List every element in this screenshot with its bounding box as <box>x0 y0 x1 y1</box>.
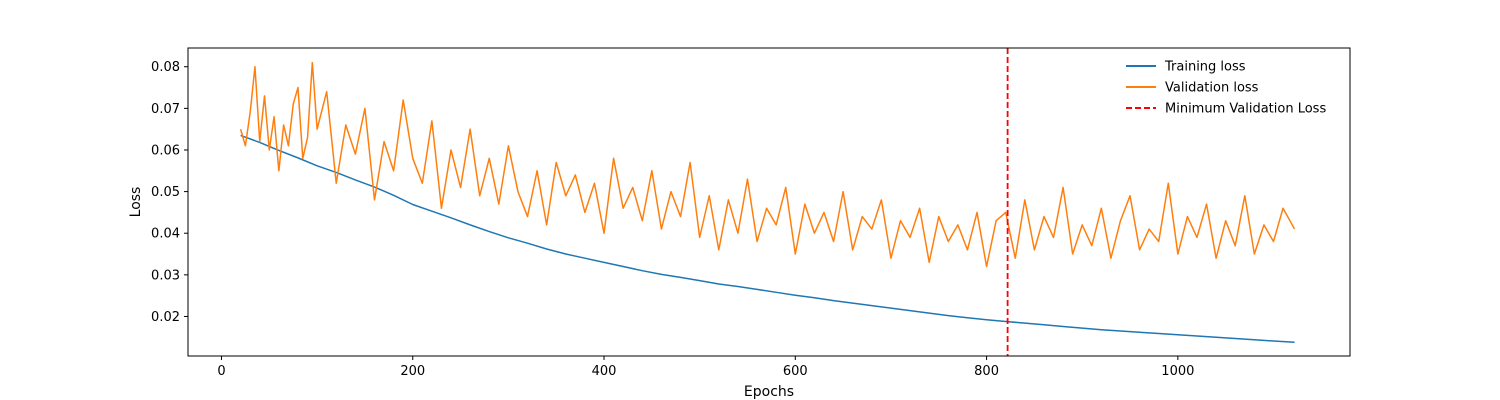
y-axis-ticks: 0.02 0.03 0.04 0.05 0.06 0.07 0.08 <box>151 60 188 325</box>
x-tick-label: 1000 <box>1161 364 1194 379</box>
y-tick-label: 0.02 <box>151 310 180 325</box>
legend: Training loss Validation loss Minimum Vali… <box>1126 60 1326 117</box>
x-axis-ticks: 0 200 400 600 800 1000 <box>217 356 1194 379</box>
series-line-validation-loss <box>239 61 1296 268</box>
x-tick-label: 800 <box>974 364 999 379</box>
y-tick-label: 0.06 <box>151 143 180 158</box>
y-tick-label: 0.05 <box>151 185 180 200</box>
plot-area <box>187 47 1351 357</box>
x-tick-label: 400 <box>592 364 617 379</box>
legend-label: Validation loss <box>1165 81 1259 96</box>
y-tick-label: 0.03 <box>151 268 180 283</box>
plot-frame <box>187 47 1351 357</box>
y-tick-label: 0.07 <box>151 102 180 117</box>
series-layer <box>239 61 1296 344</box>
series-line-training-loss <box>240 134 1295 344</box>
x-tick-label: 200 <box>400 364 425 379</box>
legend-label: Training loss <box>1164 60 1246 75</box>
x-tick-label: 0 <box>217 364 225 379</box>
y-tick-label: 0.08 <box>151 60 180 75</box>
x-tick-label: 600 <box>783 364 808 379</box>
legend-label: Minimum Validation Loss <box>1165 102 1326 117</box>
x-axis-label: Epochs <box>744 384 794 400</box>
y-tick-label: 0.04 <box>151 227 180 242</box>
y-axis-label: Loss <box>128 187 144 218</box>
